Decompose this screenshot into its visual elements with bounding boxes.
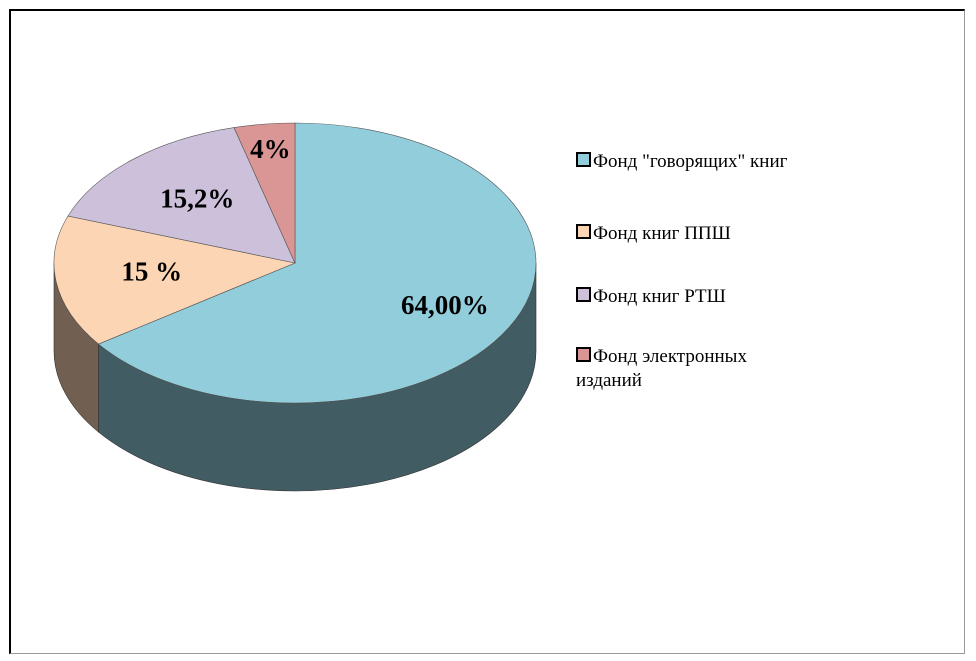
pie-slice: [233, 122, 296, 264]
legend-item: Фонд книг ППШ: [576, 222, 816, 246]
pie-slice: [53, 215, 297, 345]
legend-item: Фонд электронных изданий: [576, 345, 816, 393]
pie-slice: [97, 122, 537, 404]
legend-swatch: [576, 347, 591, 362]
pie-slice: [67, 127, 296, 264]
legend-label: Фонд "говорящих" книг: [593, 151, 788, 172]
legend-label: Фонд книг РТШ: [593, 286, 726, 307]
data-label: 15,2%: [160, 183, 234, 213]
legend-item: Фонд "говорящих" книг: [576, 150, 816, 174]
legend-swatch: [576, 287, 591, 302]
data-label: 4%: [250, 134, 291, 164]
data-label: 15 %: [121, 257, 182, 287]
legend-label: Фонд книг ППШ: [593, 223, 731, 244]
legend-label: Фонд электронных изданий: [576, 346, 747, 391]
chart-frame: [9, 9, 965, 654]
legend-item: Фонд книг РТШ: [576, 285, 816, 309]
legend-swatch: [576, 224, 591, 239]
legend-swatch: [576, 152, 591, 167]
data-label: 64,00%: [401, 290, 489, 320]
